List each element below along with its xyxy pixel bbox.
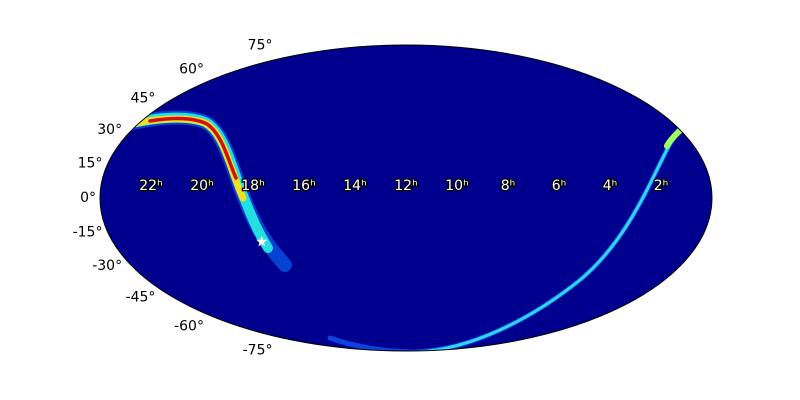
y-tick-label: 75° [248, 38, 273, 54]
y-tick-label: 30° [97, 122, 122, 138]
source-marker [256, 235, 268, 247]
x-tick-label: 20ʰ [190, 178, 213, 194]
y-tick-label: -75° [243, 342, 273, 358]
probability-band [113, 110, 687, 351]
x-tick-label: 22ʰ [139, 178, 162, 194]
sky-background [100, 45, 712, 351]
x-tick-label: 14ʰ [343, 178, 366, 194]
x-tick-label: 2ʰ [654, 178, 669, 194]
y-tick-label: -15° [73, 224, 103, 240]
x-tick-label: 12ʰ [394, 178, 417, 194]
y-tick-label: -30° [92, 258, 122, 274]
x-tick-label: 4ʰ [603, 178, 618, 194]
y-tick-label: 45° [131, 90, 156, 106]
y-tick-label: 0° [80, 190, 96, 206]
sky-border [99, 44, 713, 352]
x-tick-label: 10ʰ [445, 178, 468, 194]
y-tick-label: -60° [174, 318, 204, 334]
x-tick-label: 6ʰ [552, 178, 567, 194]
y-tick-label: -45° [126, 290, 156, 306]
y-tick-label: 60° [179, 62, 204, 78]
x-tick-label: 8ʰ [501, 178, 516, 194]
y-tick-label: 15° [78, 156, 103, 172]
x-tick-label: 16ʰ [292, 178, 315, 194]
x-tick-label: 18ʰ [241, 178, 264, 194]
